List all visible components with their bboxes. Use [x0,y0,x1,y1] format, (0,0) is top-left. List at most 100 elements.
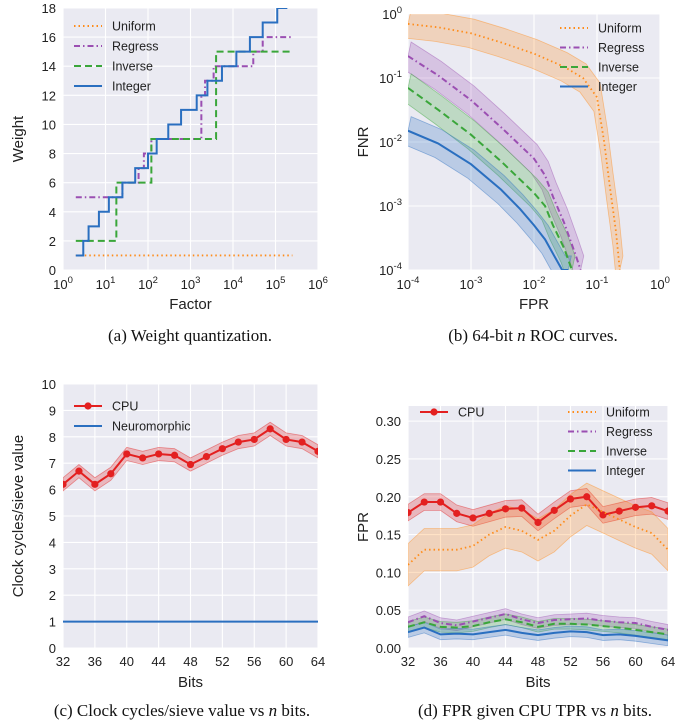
x-tick-label: 103 [181,275,201,292]
y-tick-label: 0 [49,641,56,656]
data-point-cpu [485,509,493,517]
x-tick-label: 64 [311,654,325,669]
chart-caption: (c) Clock cycles/sieve value vs n bits. [54,701,310,720]
confidence-band-uniform [408,482,668,587]
legend-marker-cpu [430,408,438,416]
legend-label-inverse: Inverse [606,445,647,459]
x-tick-label: 60 [628,654,642,669]
data-point-cpu [218,445,226,453]
y-tick-label: 10-3 [379,197,402,214]
series-line-integer [408,129,569,270]
y-tick-label: 0.30 [376,414,401,429]
x-tick-label: 10-1 [586,275,609,292]
legend-label-inverse: Inverse [598,61,639,75]
legend-label-uniform: Uniform [112,20,156,34]
series-line-uniform [408,23,621,270]
x-tick-label: 10-3 [460,275,483,292]
legend-label-uniform: Uniform [598,22,642,36]
x-axis-label: Bits [178,674,203,691]
x-tick-label: 10-2 [523,275,546,292]
y-tick-label: 4 [49,535,56,550]
data-point-cpu [566,495,575,503]
legend: Uniform Regress Inverse Integer [74,20,159,94]
y-tick-label: 2 [49,234,56,249]
data-point-cpu [266,425,274,433]
confidence-band-uniform [408,14,624,270]
data-point-cpu [631,503,640,511]
series-line-regress [408,55,582,270]
x-tick-label: 40 [466,654,480,669]
data-point-cpu [282,435,290,444]
x-axis-label: Bits [525,674,550,691]
data-point-cpu [314,447,318,455]
x-tick-label: 44 [498,654,512,669]
x-tick-label: 56 [596,654,610,669]
chart-c: 32 36 40 44 48 52 56 60 64012345678910BitsClock … [10,377,325,720]
confidence-band-integer [408,116,572,270]
y-tick-label: 0.00 [376,641,401,656]
legend-label-regress: Regress [598,41,645,55]
series-line-uniform [408,503,668,566]
y-tick-label: 10-1 [379,69,402,86]
legend-label-inverse: Inverse [112,60,153,74]
x-tick-label: 105 [266,275,286,292]
x-tick-label: 36 [433,654,447,669]
data-point-cpu [518,504,526,512]
data-point-cpu [75,467,83,475]
data-point-cpu [453,509,461,517]
y-axis-label: Weight [10,115,27,162]
x-tick-label: 64 [661,654,675,669]
data-point-cpu [298,438,306,446]
y-tick-label: 5 [49,509,56,524]
y-tick-label: 10 [42,117,56,132]
x-tick-label: 10-4 [397,275,420,292]
x-tick-label: 52 [563,654,577,669]
chart-b: 10-4 10-3 10-2 10-1 100 10-4 10-3 10-2 10-1 100 FP… [355,5,670,345]
y-tick-label: 3 [49,562,56,577]
data-point-cpu [107,470,115,478]
legend: CPU Uniform Regress Inverse Integer [420,406,653,478]
y-tick-label: 2 [49,588,56,603]
x-tick-label: 32 [401,654,415,669]
y-tick-label: 10-4 [379,261,402,278]
y-tick-label: 0.05 [376,603,401,618]
chart-d: 32 36 40 44 48 52 56 60 64 0.00 0.05 0.10 0.15 0.20 0.… [355,406,675,721]
series-line-regress [408,612,668,631]
chart-caption: (a) Weight quantization. [108,326,272,345]
legend-label-cpu: CPU [458,406,484,420]
legend-label-integer: Integer [606,464,645,478]
y-tick-label: 18 [42,1,56,16]
data-point-cpu [139,454,147,462]
y-tick-label: 0.25 [376,452,401,467]
x-tick-label: 102 [138,275,158,292]
confidence-band-inverse [408,73,576,270]
y-tick-label: 10 [42,377,56,392]
x-tick-label: 100 [53,275,73,292]
y-tick-label: 100 [382,5,402,22]
data-point-cpu [501,505,510,513]
x-tick-label: 52 [215,654,229,669]
x-tick-label: 56 [247,654,261,669]
y-tick-label: 0.15 [376,528,401,543]
confidence-band-regress [408,41,585,270]
x-tick-label: 104 [223,275,243,292]
legend-label-regress: Regress [606,425,653,439]
x-tick-label: 101 [96,275,116,292]
x-tick-label: 100 [650,275,670,292]
data-point-cpu [436,498,445,506]
confidence-band-integer [408,621,668,647]
series-line-integer [408,626,668,642]
data-point-cpu [123,450,131,458]
data-point-cpu [155,450,163,458]
data-point-cpu [664,507,668,515]
legend-label-regress: Regress [112,40,159,54]
data-point-cpu [250,435,258,444]
y-tick-label: 1 [49,615,56,630]
legend: Uniform Regress Inverse Integer [560,22,645,94]
legend-label-integer: Integer [598,80,637,94]
y-tick-label: 10-2 [379,133,402,150]
data-point-cpu [63,480,67,488]
y-tick-label: 8 [49,430,56,445]
y-tick-label: 6 [49,483,56,498]
